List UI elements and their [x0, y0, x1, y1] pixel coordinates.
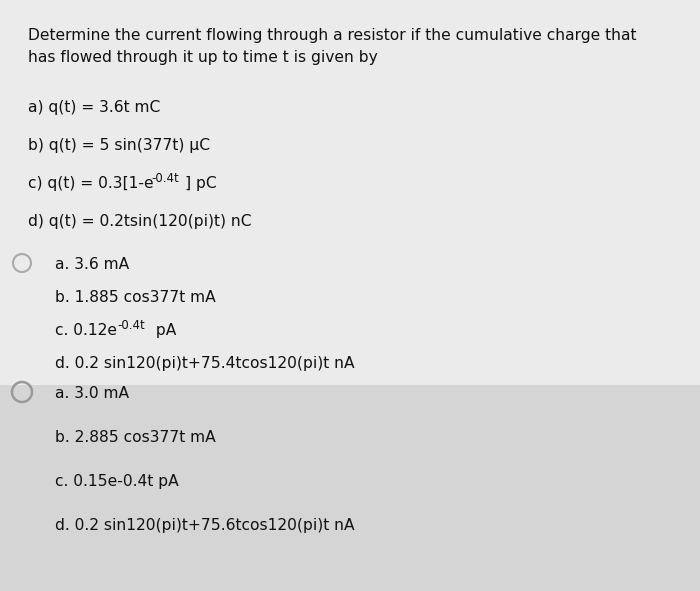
Text: a. 3.6 mA: a. 3.6 mA: [55, 257, 130, 272]
Text: ] pC: ] pC: [185, 176, 217, 191]
Bar: [0, 0, 700, 385]
Text: pA: pA: [151, 323, 176, 338]
Bar: [0, 385, 700, 591]
Text: c. 0.15e-0.4t pA: c. 0.15e-0.4t pA: [55, 474, 178, 489]
Text: Determine the current flowing through a resistor if the cumulative charge that: Determine the current flowing through a …: [28, 28, 636, 43]
Text: d. 0.2 sin120(pi)t+75.4tcos120(pi)t nA: d. 0.2 sin120(pi)t+75.4tcos120(pi)t nA: [55, 356, 355, 371]
Text: -0.4t: -0.4t: [117, 319, 145, 332]
Text: b) q(t) = 5 sin(377t) μC: b) q(t) = 5 sin(377t) μC: [28, 138, 210, 153]
Text: c. 0.12e: c. 0.12e: [55, 323, 117, 338]
Text: has flowed through it up to time t is given by: has flowed through it up to time t is gi…: [28, 50, 378, 65]
Text: c) q(t) = 0.3[1-e: c) q(t) = 0.3[1-e: [28, 176, 153, 191]
Text: b. 2.885 cos377t mA: b. 2.885 cos377t mA: [55, 430, 216, 445]
Text: d) q(t) = 0.2tsin(120(pi)t) nC: d) q(t) = 0.2tsin(120(pi)t) nC: [28, 214, 251, 229]
Text: b. 1.885 cos377t mA: b. 1.885 cos377t mA: [55, 290, 216, 305]
Text: -0.4t: -0.4t: [151, 172, 178, 185]
Text: a) q(t) = 3.6t mC: a) q(t) = 3.6t mC: [28, 100, 160, 115]
Text: d. 0.2 sin120(pi)t+75.6tcos120(pi)t nA: d. 0.2 sin120(pi)t+75.6tcos120(pi)t nA: [55, 518, 355, 533]
Text: a. 3.0 mA: a. 3.0 mA: [55, 386, 129, 401]
